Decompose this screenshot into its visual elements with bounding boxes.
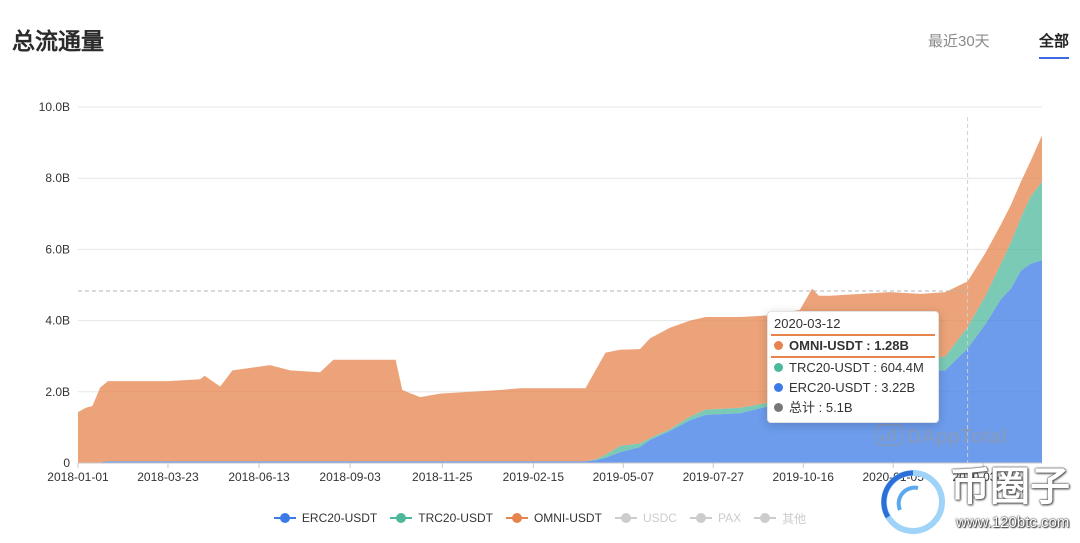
x-tick-label: 2018-01-01	[47, 470, 109, 484]
legend-item-omni-usdt[interactable]: OMNI-USDT	[505, 509, 602, 527]
series-dot-icon	[774, 341, 783, 350]
tab-all[interactable]: 全部	[1039, 32, 1070, 59]
watermark-dapptotal: DAppTotal	[875, 424, 1007, 451]
legend-marker-icon	[273, 513, 296, 523]
legend-item-other[interactable]: 其他	[754, 509, 806, 527]
legend-label: USDC	[642, 511, 677, 525]
tooltip-row-text: OMNI-USDT : 1.28B	[789, 338, 909, 353]
grid: 0 2.0B 4.0B 6.0B 8.0B 10.0B	[39, 100, 1042, 470]
x-tick-label: 2018-03-23	[137, 470, 199, 484]
legend-label: ERC20-USDT	[301, 511, 378, 525]
legend-marker-dot	[279, 513, 290, 523]
legend-marker-icon	[754, 513, 777, 523]
tooltip-date: 2020-03-12	[774, 316, 841, 331]
tooltip-row-text: 总计 : 5.1B	[789, 400, 853, 415]
y-tick-label: 0	[63, 456, 70, 470]
legend-item-erc20-usdt[interactable]: ERC20-USDT	[273, 509, 378, 527]
x-tick-label: 2018-11-25	[412, 470, 473, 484]
legend-label: OMNI-USDT	[533, 511, 602, 525]
legend-marker-dot	[396, 513, 407, 523]
tooltip-row-omni-usdt: OMNI-USDT : 1.28B	[771, 336, 935, 356]
x-axis: 2018-01-01 2018-03-23 2018-06-13 2018-09-03…	[47, 462, 1042, 484]
legend-marker-icon	[390, 513, 413, 523]
y-tick-label: 2.0B	[45, 385, 70, 399]
x-tick-label: 2019-07-27	[683, 470, 745, 484]
tooltip-row-trc20-usdt: TRC20-USDT : 604.4M	[771, 358, 935, 378]
legend-item-trc20-usdt[interactable]: TRC20-USDT	[390, 509, 493, 527]
legend-marker-icon	[689, 513, 712, 523]
legend-marker-dot	[695, 513, 706, 523]
legend-item-usdc[interactable]: USDC	[614, 509, 677, 527]
legend-label: 其他	[782, 511, 807, 526]
tooltip-row-erc20-usdt: ERC20-USDT : 3.22B	[771, 378, 935, 398]
tab-last-30-days[interactable]: 最近30天	[928, 33, 990, 50]
series-dot-icon	[774, 383, 783, 392]
tooltip-row-total: 总计 : 5.1B	[771, 398, 935, 418]
dapptotal-logo-icon	[875, 424, 903, 451]
y-tick-label: 8.0B	[45, 171, 70, 185]
total-dot-icon	[774, 403, 783, 412]
page-title: 总流通量	[12, 28, 104, 54]
legend: ERC20-USDT TRC20-USDT OMNI-USDT USDC PAX…	[0, 509, 1080, 527]
watermark-dapptotal-text: DAppTotal	[907, 426, 1007, 448]
crosshair	[78, 117, 969, 463]
tooltip-divider	[771, 334, 935, 336]
legend-label: TRC20-USDT	[418, 511, 493, 525]
tooltip: 2020-03-12 OMNI-USDT : 1.28B TRC20-USDT …	[767, 311, 939, 423]
legend-marker-icon	[505, 513, 528, 523]
y-tick-label: 4.0B	[45, 314, 70, 328]
120btc-logo-icon	[878, 462, 948, 538]
watermark-site-name: 币圈子	[950, 465, 1070, 509]
tooltip-divider	[771, 356, 935, 358]
legend-label: PAX	[717, 511, 742, 525]
x-tick-label: 2019-05-07	[593, 470, 655, 484]
tooltip-row-text: ERC20-USDT : 3.22B	[789, 380, 916, 395]
series-dot-icon	[774, 363, 783, 372]
x-tick-label: 2018-09-03	[319, 470, 381, 484]
legend-marker-icon	[614, 513, 637, 523]
watermark-site-url: www.120btc.com	[956, 514, 1070, 531]
y-tick-label: 6.0B	[45, 242, 70, 256]
tooltip-row-text: TRC20-USDT : 604.4M	[789, 360, 924, 375]
legend-marker-dot	[511, 513, 522, 523]
y-tick-label: 10.0B	[39, 100, 70, 114]
x-tick-label: 2019-02-15	[503, 470, 565, 484]
legend-marker-dot	[760, 513, 771, 523]
legend-marker-dot	[620, 513, 631, 523]
legend-item-pax[interactable]: PAX	[689, 509, 742, 527]
x-tick-label: 2018-06-13	[228, 470, 290, 484]
x-tick-label: 2020-03-26	[952, 470, 1014, 484]
x-tick-label: 2019-10-16	[773, 470, 835, 484]
